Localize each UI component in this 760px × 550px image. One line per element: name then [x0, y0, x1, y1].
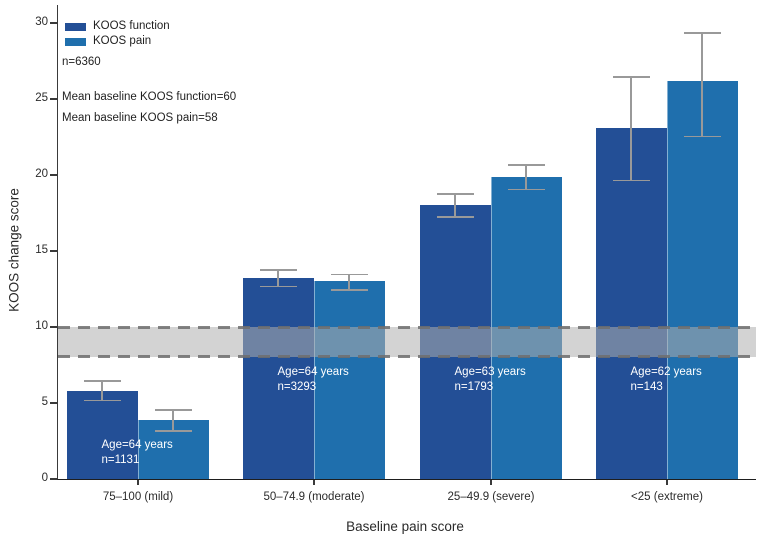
error-bar-line	[277, 269, 279, 288]
note-baseline-pain: Mean baseline KOOS pain=58	[62, 112, 218, 124]
bar-function	[242, 278, 314, 479]
x-category-label: 50–74.9 (moderate)	[263, 491, 365, 503]
legend-label: KOOS pain	[93, 35, 152, 47]
legend-swatch-pain	[65, 37, 86, 46]
bar-function	[419, 205, 491, 479]
bar-pain	[313, 281, 385, 479]
error-bar-cap-top	[83, 380, 121, 382]
error-bar-cap-bottom	[330, 289, 368, 291]
error-bar	[330, 273, 368, 291]
legend: KOOS function KOOS pain	[65, 19, 170, 49]
error-bar-line	[101, 380, 103, 402]
error-bar-cap-top	[612, 76, 650, 78]
x-axis-title: Baseline pain score	[346, 519, 464, 534]
x-tick-mark	[666, 480, 668, 485]
annotation-age: Age=64 years	[101, 439, 173, 451]
error-bar	[612, 76, 650, 182]
x-category-label: 25–49.9 (severe)	[447, 491, 535, 503]
error-bar-cap-top	[507, 164, 545, 166]
bar-annotation: Age=63 years n=1793	[455, 365, 526, 395]
error-bar-cap-bottom	[507, 188, 545, 191]
y-tick-label: 20	[35, 168, 48, 180]
bar-function	[66, 390, 138, 479]
error-bar-line	[630, 76, 632, 182]
bar-annotation: Age=62 years n=143	[631, 365, 702, 395]
error-bar-line	[454, 193, 456, 218]
error-bar-cap-bottom	[683, 135, 721, 137]
annotation-n: n=143	[630, 381, 663, 393]
y-tick-mark	[50, 402, 57, 404]
error-bar	[83, 380, 121, 402]
annotation-n: n=1793	[454, 381, 494, 393]
note-sample-size: n=6360	[62, 56, 101, 68]
error-bar-cap-top	[154, 409, 192, 411]
error-bar-line	[525, 164, 527, 191]
error-bar	[154, 409, 192, 432]
error-bar-cap-top	[259, 269, 297, 271]
y-tick-label: 30	[35, 16, 48, 28]
error-bar-line	[348, 273, 350, 291]
y-tick-mark	[50, 174, 57, 176]
error-bar-cap-top	[683, 32, 721, 34]
y-tick-label: 25	[35, 92, 48, 104]
bar-annotation: Age=64 years n=1131	[102, 438, 173, 468]
legend-label: KOOS function	[93, 20, 170, 32]
annotation-n: n=3293	[277, 381, 317, 393]
error-bar-line	[701, 32, 703, 137]
legend-swatch-function	[65, 22, 86, 31]
error-bar-cap-bottom	[436, 216, 474, 218]
error-bar	[259, 269, 297, 288]
error-bar-cap-bottom	[83, 399, 121, 402]
x-tick-mark	[137, 480, 139, 485]
y-tick-label: 15	[35, 244, 48, 256]
x-tick-mark	[490, 480, 492, 485]
x-category-label: <25 (extreme)	[631, 491, 703, 503]
bar-pain	[490, 176, 562, 479]
x-category-label: 75–100 (mild)	[102, 491, 174, 503]
y-tick-mark	[50, 250, 57, 252]
bar-pain	[666, 80, 738, 479]
annotation-age: Age=62 years	[630, 366, 702, 378]
error-bar	[507, 164, 545, 191]
y-tick-label: 10	[35, 320, 48, 332]
error-bar-cap-bottom	[259, 285, 297, 288]
error-bar-cap-bottom	[612, 179, 650, 182]
annotation-age: Age=64 years	[277, 366, 349, 378]
annotation-n: n=1131	[101, 454, 140, 466]
legend-item-function: KOOS function	[65, 19, 170, 34]
error-bar	[683, 32, 721, 137]
y-tick-mark	[50, 478, 57, 480]
y-tick-label: 0	[41, 472, 48, 484]
y-tick-label: 5	[41, 396, 48, 408]
error-bar	[436, 193, 474, 218]
bar-annotation: Age=64 years n=3293	[278, 365, 349, 395]
error-bar-cap-top	[330, 273, 368, 276]
error-bar-cap-top	[436, 193, 474, 195]
bar-function	[595, 127, 667, 479]
y-tick-mark	[50, 326, 57, 328]
x-tick-mark	[313, 480, 315, 485]
note-baseline-function: Mean baseline KOOS function=60	[62, 91, 237, 103]
y-tick-mark	[50, 98, 57, 100]
y-tick-mark	[50, 22, 57, 24]
annotation-age: Age=63 years	[454, 366, 526, 378]
error-bar-cap-bottom	[154, 430, 192, 432]
plot-area: Age=64 years n=1131 Age=64 years n=3293 Age=…	[56, 5, 756, 480]
error-bar-line	[172, 409, 174, 432]
legend-item-pain: KOOS pain	[65, 34, 170, 49]
